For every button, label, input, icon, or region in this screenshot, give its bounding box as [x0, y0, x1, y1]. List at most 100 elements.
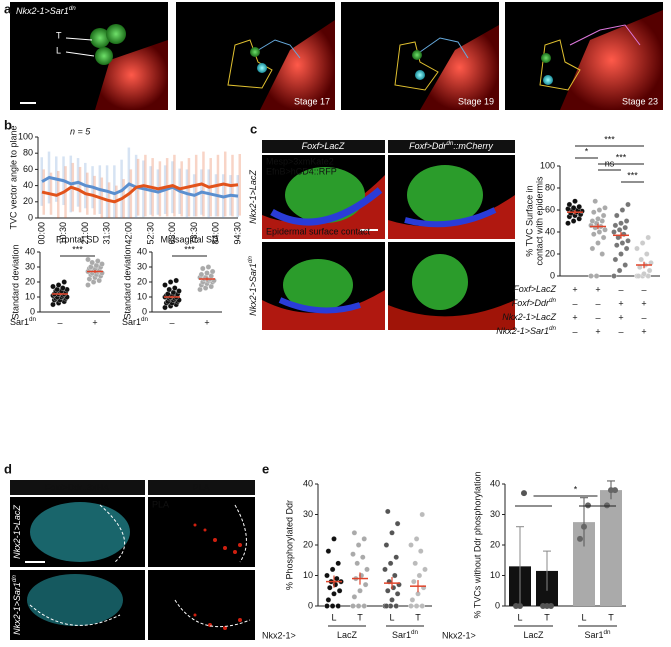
data-point	[565, 220, 571, 226]
data-point	[355, 603, 362, 609]
data-point	[611, 229, 617, 235]
group-label: LacZ	[523, 630, 544, 640]
y-tick-label: 40	[137, 246, 147, 256]
inset-label: PLA	[152, 499, 169, 509]
data-point	[361, 603, 367, 609]
y-tick-label: 100	[540, 160, 555, 170]
data-point	[521, 490, 527, 497]
superscript: dn	[247, 256, 254, 264]
y-tick-label: 30	[25, 261, 35, 271]
superscript: dn	[549, 297, 557, 304]
x-tick-label: 10:30	[58, 222, 68, 245]
data-point	[622, 262, 628, 268]
y-tick-label: 30	[490, 509, 500, 519]
text-part: Sar1	[392, 630, 411, 640]
data-point	[331, 591, 337, 597]
header-bar	[388, 140, 515, 153]
data-point	[173, 277, 179, 284]
stage-label: Stage 23	[622, 96, 658, 106]
y-tick-label: 20	[137, 276, 147, 286]
y-tick-label: 80	[23, 148, 33, 158]
cell	[250, 47, 260, 57]
x-tick-label: L	[581, 612, 586, 622]
y-tick-label: 30	[303, 509, 313, 519]
track	[254, 39, 301, 59]
data-point	[645, 234, 651, 241]
data-point	[351, 594, 358, 600]
y-tick-label: 100	[18, 131, 33, 141]
data-point	[393, 554, 399, 560]
x-tick-label: T	[608, 612, 614, 622]
data-point	[61, 279, 67, 285]
data-point	[172, 285, 178, 291]
y-axis-label: contact with epidermis	[534, 176, 544, 266]
data-point	[166, 286, 172, 293]
tissue	[260, 20, 335, 110]
text-part: Nkx2-1>LacZ	[248, 170, 258, 224]
data-point	[408, 603, 414, 609]
data-point	[198, 271, 205, 278]
text-part: LacZ	[337, 630, 358, 640]
row-header: Nkx2-1>LacZ	[248, 170, 258, 224]
text-part: Foxf>LacZ	[513, 284, 556, 294]
condition-sign: –	[618, 326, 623, 336]
marker-label: T	[56, 30, 62, 40]
header-bar	[148, 480, 255, 495]
x-tick-label: L	[389, 612, 394, 622]
y-tick-label: 0	[30, 306, 35, 316]
superscript: dn	[446, 140, 454, 147]
data-point	[595, 240, 601, 246]
data-point	[324, 603, 330, 609]
x-tick-label: T	[415, 612, 421, 622]
x-tick-label: L	[517, 612, 522, 622]
cell	[415, 70, 425, 80]
superscript: dn	[141, 316, 149, 323]
track	[227, 39, 273, 89]
data-point	[413, 603, 420, 609]
data-point	[95, 258, 101, 264]
text-part: Nkx2-1>LacZ	[12, 505, 22, 559]
condition-sign: +	[641, 326, 646, 336]
data-point	[600, 212, 607, 219]
data-point	[327, 584, 333, 591]
text-part: Nkx2-1>LacZ	[502, 312, 556, 322]
column-header: Foxf>LacZ	[302, 141, 345, 151]
data-point	[204, 270, 210, 276]
pointer	[65, 37, 93, 41]
cell	[285, 167, 365, 223]
data-point	[350, 603, 356, 609]
x-tick-label: 63:00	[167, 222, 177, 245]
data-point	[355, 542, 362, 548]
condition-name: Nkx2-1>LacZ	[502, 312, 556, 322]
data-point	[416, 572, 423, 579]
data-point	[548, 603, 554, 609]
stage-label: Stage 19	[458, 96, 494, 106]
data-point	[350, 551, 356, 557]
data-point	[570, 218, 577, 224]
y-tick-label: 10	[137, 291, 147, 301]
condition-sign: –	[595, 312, 600, 322]
y-tick-label: 40	[490, 478, 500, 488]
significance: ***	[72, 244, 83, 254]
x-tick-label: –	[57, 317, 62, 327]
annotation: n = 5	[70, 126, 91, 136]
superscript: dn	[69, 5, 77, 12]
panel-label: d	[4, 461, 12, 476]
data-point	[614, 242, 620, 248]
x-tick-label: 00:00	[36, 222, 46, 245]
y-tick-label: 20	[303, 539, 313, 549]
tissue	[388, 300, 515, 330]
y-tick-label: 0	[142, 306, 147, 316]
data-point	[413, 536, 420, 542]
data-point	[622, 224, 628, 231]
data-point	[638, 256, 644, 263]
data-point	[625, 238, 631, 244]
data-point	[600, 234, 607, 241]
row-header: Nkx2-1>LacZ	[12, 505, 22, 559]
data-point	[205, 264, 212, 270]
y-axis-label: Standard deviation	[10, 244, 20, 319]
x-tick-label: T	[357, 612, 363, 622]
superscript: dn	[11, 575, 18, 583]
data-point	[625, 201, 631, 208]
